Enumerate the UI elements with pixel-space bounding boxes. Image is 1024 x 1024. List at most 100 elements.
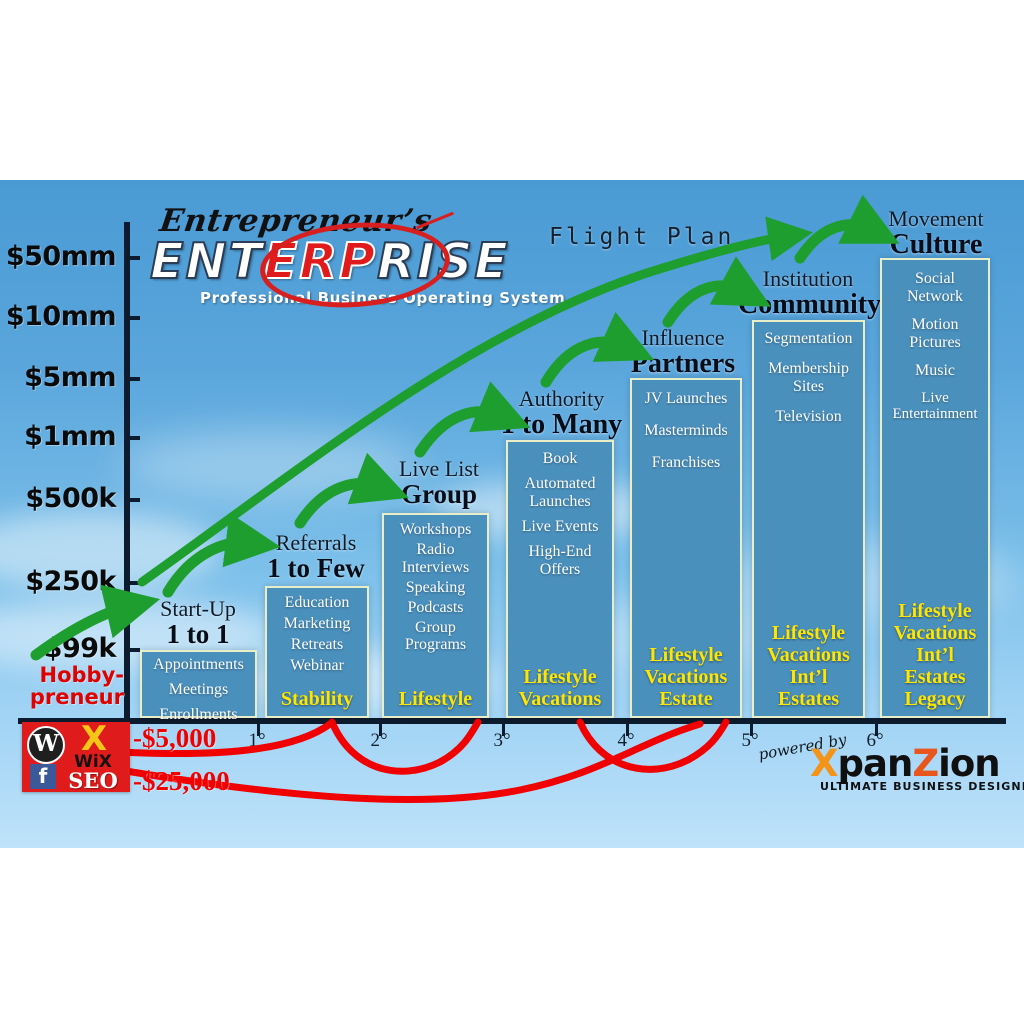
x-tick-mark <box>750 723 753 736</box>
stage-arrow-0 <box>30 584 161 661</box>
bar-items: Segmentation Membership Sites Television <box>754 330 863 438</box>
stage-arrow-5 <box>662 256 772 328</box>
y-tick-mark <box>126 316 140 320</box>
bar-influence[interactable]: JV Launches Masterminds Franchises Lifes… <box>630 378 742 718</box>
bar-item: Education <box>284 594 350 611</box>
logo-word-part-2: RISE <box>376 232 510 291</box>
red-loss-curve-segment-0 <box>116 720 334 758</box>
bar-authority[interactable]: Book Automated Launches Live Events High… <box>506 440 614 718</box>
y-tick-group: $10mm <box>0 301 124 332</box>
bar-reward-label: Stability <box>280 688 354 710</box>
stage-arrow-2 <box>294 452 409 529</box>
y-tick-group: $1mm <box>0 421 124 452</box>
x-tick-label: 5° <box>741 730 759 751</box>
x-tick-mark <box>379 723 382 736</box>
logo-tagline: Professional Business Operating System <box>200 289 566 307</box>
enterprise-logo: Entrepreneur’s ENTERPRISE Professional B… <box>149 203 565 314</box>
xpanzion-z-glyph: Z <box>912 742 939 785</box>
wordpress-icon: W <box>27 726 65 764</box>
bar-item: Meetings <box>168 680 229 698</box>
bar-main-label: 1 to 1 <box>166 619 230 649</box>
bar-sub-label: Start-Up <box>160 596 236 621</box>
bar-reward-label: Lifestyle Vacations Estate <box>644 644 728 710</box>
y-tick-mark <box>126 648 140 652</box>
bar-movement[interactable]: Social Network Motion Pictures Music Liv… <box>880 258 990 718</box>
red-loss-curve-segment-1 <box>328 718 482 775</box>
bar-items: Workshops Radio Interviews Speaking Podc… <box>384 521 487 656</box>
wix-x-glyph: X <box>80 719 108 759</box>
x-tick-mark <box>875 723 878 736</box>
wix-wordmark: WiX <box>74 752 112 772</box>
x-tick-mark <box>502 723 505 736</box>
bar-reward-label: Lifestyle <box>398 688 473 710</box>
bar-item: Radio Interviews <box>401 540 470 576</box>
bar-item: Marketing <box>283 614 351 632</box>
y-tick-group: $50mm <box>0 241 124 272</box>
logo-word-part-1: ENT <box>149 232 264 291</box>
bar-item: Masterminds <box>644 421 728 439</box>
bar-item: Group Programs <box>404 618 467 654</box>
x-tick-label: 2° <box>370 730 388 751</box>
bar-item: Automated Launches <box>524 474 596 510</box>
xpanzion-wordmark: XpanZion <box>810 742 1001 785</box>
bar-item: Segmentation <box>764 330 853 347</box>
bar-items: Education Marketing Retreats Webinar <box>267 594 367 678</box>
flight-plan-label: Flight Plan <box>549 224 735 250</box>
bar-header-movement: Movement Culture <box>866 206 1006 260</box>
y-tick-label: $10mm <box>5 301 117 332</box>
x-tick-label: 3° <box>493 730 511 751</box>
bar-items: Social Network Motion Pictures Music Liv… <box>882 270 988 433</box>
y-tick-group: $500k <box>0 483 124 514</box>
xpanzion-pan: pan <box>837 742 914 785</box>
bar-sub-label: Referrals <box>275 530 357 555</box>
bar-reward-label: Lifestyle Vacations <box>518 666 602 710</box>
negative-label-25000: -$25,000 <box>133 766 230 796</box>
bar-start-up[interactable]: Appointments Meetings Enrollments <box>140 650 257 723</box>
wix-icon: X <box>66 719 122 768</box>
bar-sub-label: Movement <box>888 206 984 231</box>
y-tick-mark <box>126 377 140 381</box>
bar-items: Appointments Meetings Enrollments <box>142 656 255 731</box>
platform-logos-box: W f X WiX SEO <box>22 719 130 793</box>
bar-sub-label: Institution <box>762 266 854 291</box>
x-tick-label: 4° <box>617 730 635 751</box>
bar-header-start-up: Start-Up 1 to 1 <box>134 596 262 649</box>
bar-main-label: Culture <box>889 229 983 260</box>
bar-item: Workshops <box>399 521 472 538</box>
bar-main-label: Group <box>400 479 478 509</box>
y-tick-label: $1mm <box>24 421 116 452</box>
y-axis-line <box>124 222 130 722</box>
bar-header-referrals: Referrals 1 to Few <box>252 530 380 583</box>
bar-item: Speaking <box>405 578 466 596</box>
bar-item: Motion Pictures <box>909 315 961 351</box>
bar-item: JV Launches <box>644 390 728 407</box>
y-tick-group: $5mm <box>0 362 124 393</box>
bar-item: Franchises <box>651 453 721 471</box>
y-tick-mark <box>126 498 140 502</box>
logo-wordmark: ENTERPRISE <box>149 232 510 291</box>
y-tick-mark <box>126 256 140 260</box>
bar-items: JV Launches Masterminds Franchises <box>632 390 740 486</box>
seo-label: SEO <box>68 768 118 793</box>
bar-referrals[interactable]: Education Marketing Retreats Webinar Sta… <box>265 586 369 718</box>
stage-arrow-3 <box>414 381 531 458</box>
bar-live-list[interactable]: Workshops Radio Interviews Speaking Podc… <box>382 513 489 718</box>
xpanzion-branding: powered by XpanZion ULTIMATE BUSINESS DE… <box>757 730 1024 798</box>
bar-item: Enrollments <box>159 705 238 723</box>
y-tick-mark <box>126 581 140 585</box>
negative-label-5000: -$5,000 <box>133 723 217 753</box>
bar-item: Appointments <box>153 656 244 673</box>
bar-main-label: 1 to Few <box>267 553 365 583</box>
stage-arrow-4 <box>540 311 655 388</box>
x-tick-mark <box>257 723 260 736</box>
bar-items: Book Automated Launches Live Events High… <box>508 450 612 585</box>
bar-institution[interactable]: Segmentation Membership Sites Television… <box>752 320 865 718</box>
main-growth-curve-arrow <box>137 216 813 587</box>
xpanzion-x-glyph: X <box>810 742 839 785</box>
stage-arrow-6 <box>794 194 900 264</box>
bar-header-live-list: Live List Group <box>375 458 503 509</box>
bar-reward-label: Lifestyle Vacations Int’l Estates <box>767 622 850 710</box>
bar-header-influence: Influence Partners <box>617 327 749 379</box>
